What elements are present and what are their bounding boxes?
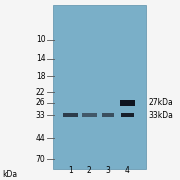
Text: 10: 10: [36, 35, 45, 44]
Text: 14: 14: [36, 54, 45, 63]
FancyBboxPatch shape: [63, 113, 78, 117]
Text: 26: 26: [36, 98, 45, 107]
Text: 22: 22: [36, 88, 45, 97]
Text: 18: 18: [36, 72, 45, 81]
Text: 2: 2: [87, 166, 91, 175]
Text: 70: 70: [36, 155, 45, 164]
Text: 4: 4: [125, 166, 130, 175]
FancyBboxPatch shape: [53, 5, 146, 169]
FancyBboxPatch shape: [120, 100, 135, 106]
FancyBboxPatch shape: [82, 113, 97, 117]
Text: 44: 44: [36, 134, 45, 143]
FancyBboxPatch shape: [121, 113, 134, 117]
Text: kDa: kDa: [2, 170, 17, 179]
Text: 33: 33: [36, 111, 45, 120]
Text: 33kDa: 33kDa: [149, 111, 174, 120]
Text: 3: 3: [105, 166, 110, 175]
Text: 27kDa: 27kDa: [149, 98, 174, 107]
FancyBboxPatch shape: [102, 113, 114, 117]
Text: 1: 1: [68, 166, 73, 175]
